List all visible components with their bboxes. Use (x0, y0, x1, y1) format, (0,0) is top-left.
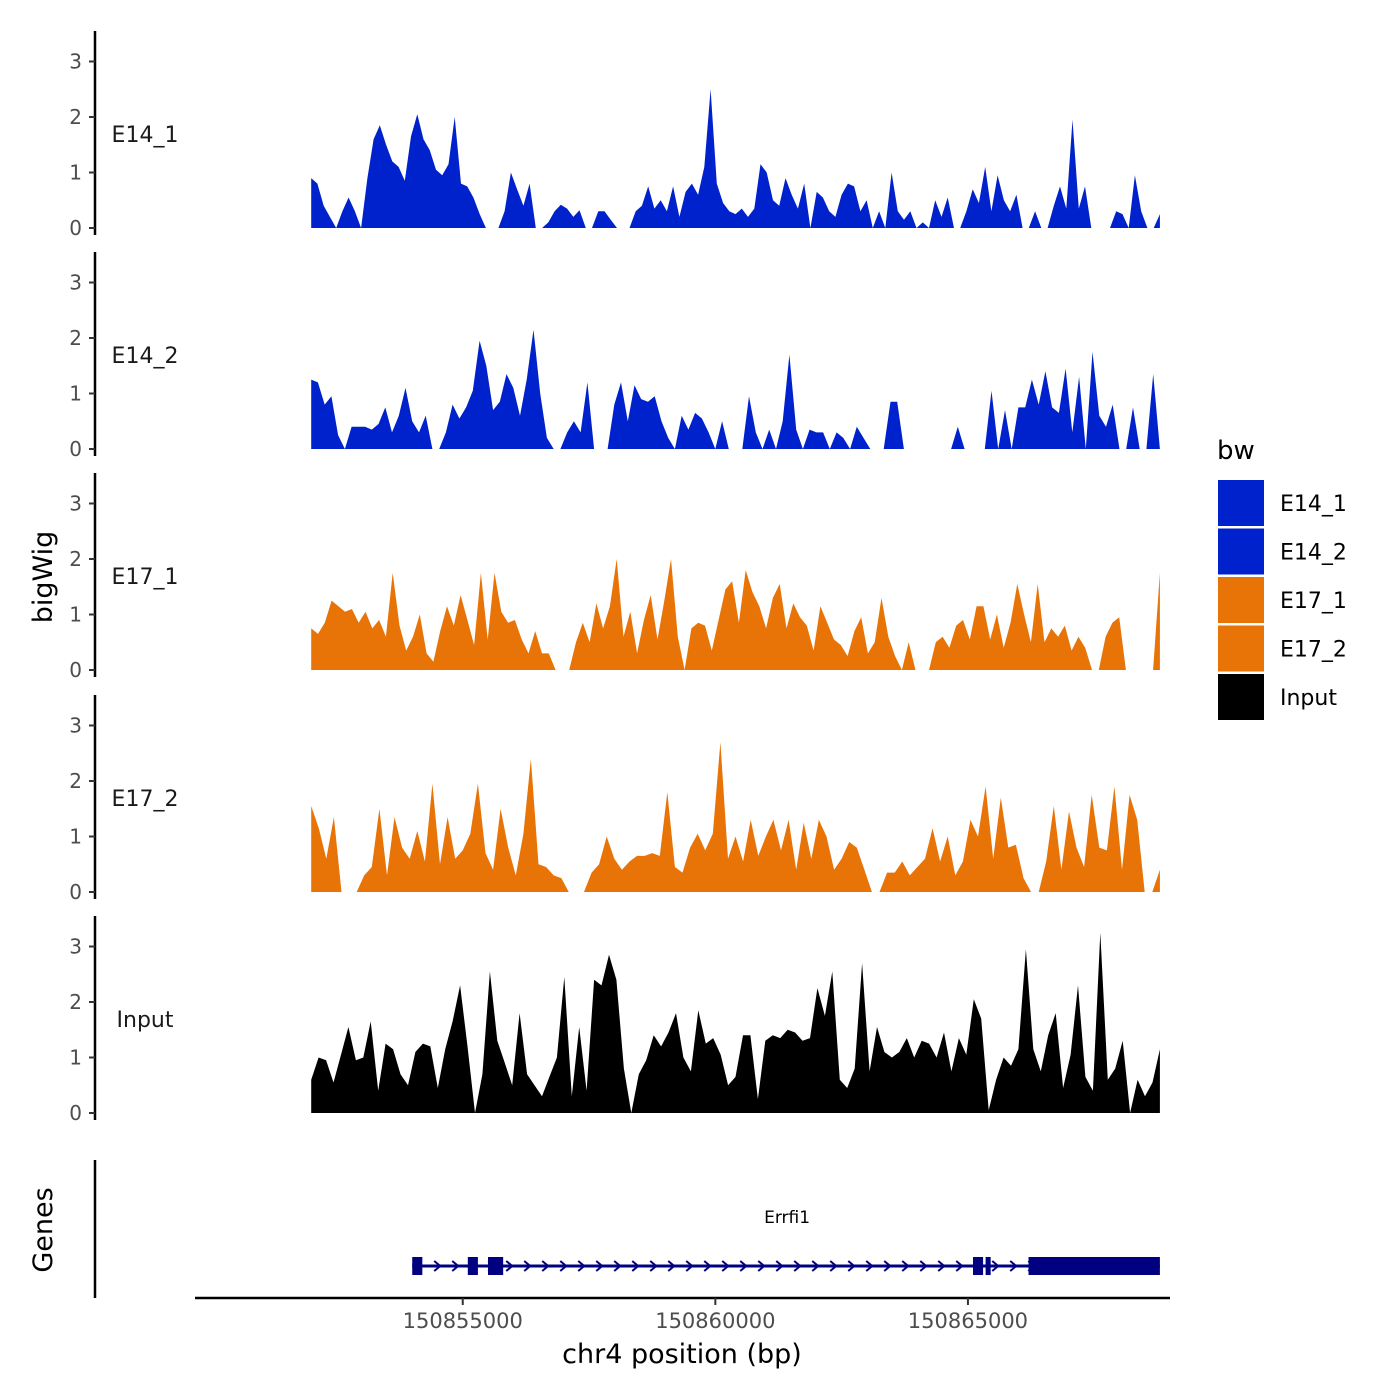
strand-arrow (757, 1260, 766, 1272)
strand-arrow (739, 1260, 748, 1272)
y-tick-label: 3 (69, 714, 82, 738)
y-tick-label: 1 (69, 1046, 82, 1070)
track-label-E14_2: E14_2 (112, 344, 179, 369)
signal-area-Input (311, 932, 1160, 1113)
strand-arrow (865, 1260, 874, 1272)
gene-track-panel: Errfi1 (93, 1160, 1160, 1298)
y-tick-label: 1 (69, 603, 82, 627)
legend-label-E14_1: E14_1 (1280, 492, 1347, 517)
strand-arrow (703, 1260, 712, 1272)
exon (985, 1257, 991, 1275)
strand-arrow (991, 1260, 1000, 1272)
strand-arrow (901, 1260, 910, 1272)
track-panels: 0 1 2 3 E14_1 0 1 2 3 E14_2 0 1 2 3 E17_1 0 1 2 3 E17_2 0 1 2 3… (69, 31, 1160, 1125)
track-label-E17_1: E17_1 (112, 565, 179, 590)
exon (467, 1257, 478, 1275)
signal-area-E14_2 (311, 329, 1160, 449)
signal-area-E17_2 (311, 742, 1160, 892)
y-tick-label: 3 (69, 935, 82, 959)
track-E17_1: 0 1 2 3 E17_1 (69, 473, 1160, 682)
legend-title: bw (1217, 436, 1255, 466)
strand-arrow (811, 1260, 820, 1272)
x-tick-label: 150855000 (403, 1309, 523, 1333)
track-E14_1: 0 1 2 3 E14_1 (69, 31, 1160, 240)
exon (412, 1257, 423, 1275)
y-tick-label: 0 (69, 880, 82, 904)
strand-arrow (523, 1260, 532, 1272)
genes-track-label: Genes (28, 1187, 59, 1272)
legend-label-E14_2: E14_2 (1280, 541, 1347, 566)
legend-label-E17_1: E17_1 (1280, 589, 1347, 614)
signal-area-E14_1 (311, 89, 1160, 228)
y-tick-label: 3 (69, 50, 82, 74)
y-tick-label: 2 (69, 990, 82, 1014)
y-tick-label: 0 (69, 658, 82, 682)
strand-arrow (451, 1260, 460, 1272)
strand-arrow (577, 1260, 586, 1272)
track-E17_2: 0 1 2 3 E17_2 (69, 695, 1160, 904)
x-axis-label: chr4 position (bp) (562, 1339, 802, 1370)
track-E14_2: 0 1 2 3 E14_2 (69, 252, 1160, 461)
exon (1028, 1257, 1160, 1275)
y-tick-label: 3 (69, 492, 82, 516)
y-tick-label: 2 (69, 769, 82, 793)
strand-arrow (955, 1260, 964, 1272)
y-tick-label: 3 (69, 271, 82, 295)
strand-arrow (541, 1260, 550, 1272)
track-label-Input: Input (117, 1008, 174, 1033)
x-axis: 150855000 150860000 150865000 (195, 1296, 1170, 1333)
y-tick-label: 0 (69, 437, 82, 461)
legend-key-E14_1 (1218, 480, 1264, 526)
strand-arrow (433, 1260, 442, 1272)
legend-key-E17_1 (1218, 577, 1264, 623)
strand-arrow (847, 1260, 856, 1272)
strand-arrow (649, 1260, 658, 1272)
strand-arrow (685, 1260, 694, 1272)
track-label-E14_1: E14_1 (112, 123, 179, 148)
y-tick-label: 1 (69, 382, 82, 406)
legend-key-E14_2 (1218, 528, 1264, 575)
y-axis-label: bigWig (28, 531, 59, 624)
strand-arrow (775, 1260, 784, 1272)
legend-label-Input: Input (1280, 686, 1337, 711)
y-tick-label: 0 (69, 216, 82, 240)
signal-area-E17_1 (311, 559, 1160, 670)
strand-arrow (919, 1260, 928, 1272)
legend-key-Input (1218, 674, 1264, 720)
strand-arrow (937, 1260, 946, 1272)
strand-arrow (613, 1260, 622, 1272)
strand-arrow (1009, 1260, 1018, 1272)
x-tick-label: 150860000 (655, 1309, 775, 1333)
strand-arrow (631, 1260, 640, 1272)
strand-arrow (883, 1260, 892, 1272)
track-Input: 0 1 2 3 Input (69, 916, 1160, 1125)
strand-arrow (667, 1260, 676, 1272)
track-label-E17_2: E17_2 (112, 787, 179, 812)
strand-arrow (559, 1260, 568, 1272)
legend: bw E14_1 E14_2 E17_1 E17_2 Input (1217, 436, 1347, 720)
y-tick-label: 0 (69, 1101, 82, 1125)
y-tick-label: 1 (69, 825, 82, 849)
strand-arrow (829, 1260, 838, 1272)
gene-name-label: Errfi1 (764, 1208, 810, 1228)
y-tick-label: 2 (69, 105, 82, 129)
strand-arrow (793, 1260, 802, 1272)
strand-arrow (505, 1260, 514, 1272)
y-tick-label: 2 (69, 326, 82, 350)
y-tick-label: 1 (69, 161, 82, 185)
strand-arrow (721, 1260, 730, 1272)
legend-key-E17_2 (1218, 625, 1264, 672)
strand-arrow (595, 1260, 604, 1272)
y-tick-label: 2 (69, 547, 82, 571)
x-tick-label: 150865000 (908, 1309, 1028, 1333)
exon (972, 1257, 984, 1275)
exon (488, 1257, 504, 1275)
legend-label-E17_2: E17_2 (1280, 638, 1347, 663)
